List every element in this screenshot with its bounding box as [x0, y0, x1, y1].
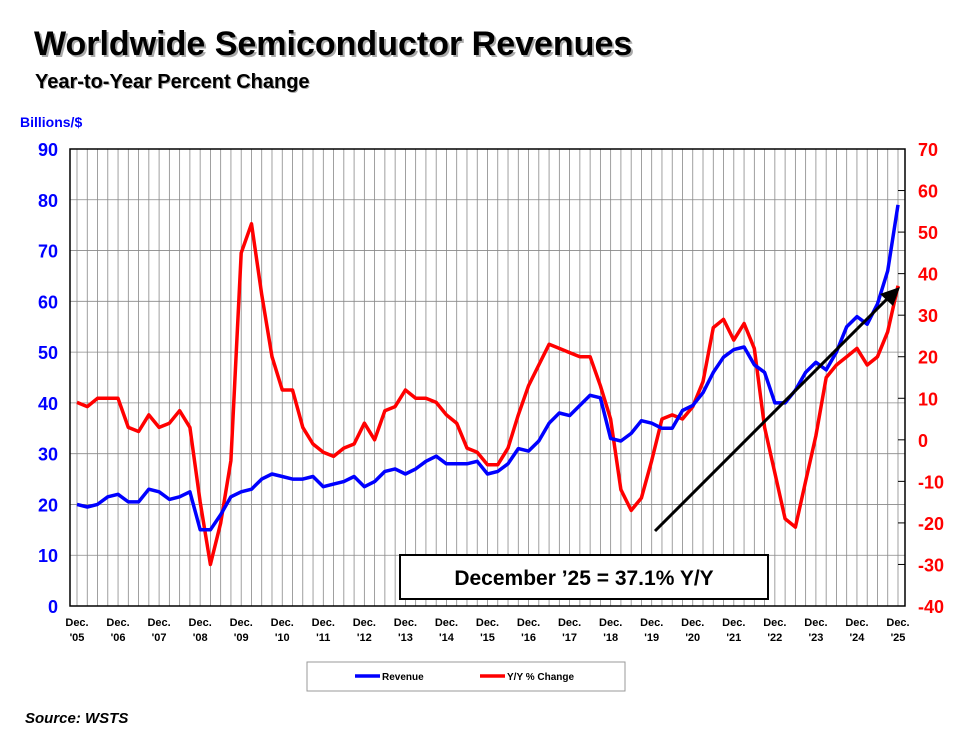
x-tick-label: Dec. '20	[681, 617, 704, 644]
y-tick-label: 50	[38, 343, 58, 363]
y-axis-label: Billions/$	[20, 114, 82, 130]
x-tick-label: Dec. '24	[845, 617, 868, 644]
y-tick-label: 60	[38, 292, 58, 312]
series-line	[76, 204, 900, 532]
series-line	[76, 222, 900, 567]
x-tick-label: Dec. '08	[189, 617, 212, 644]
source: Source: WSTS	[25, 710, 128, 727]
chart-subtitle: Year-to-Year Percent Change	[35, 71, 310, 93]
x-tick-label: Dec. '16	[517, 617, 540, 644]
y2-tick-label: -30	[918, 555, 944, 575]
x-tick-label: Dec. '07	[147, 617, 170, 644]
y2-tick-label: -20	[918, 514, 944, 534]
x-tick-label: Dec. '22	[763, 617, 786, 644]
chart-title: Worldwide Semiconductor Revenues	[34, 25, 632, 63]
y2-tick-label: 50	[918, 223, 938, 243]
subtitle-shadow: Year-to-Year Percent Change	[36, 72, 311, 94]
x-tick-label: Dec. '11	[312, 617, 335, 644]
y-tick-label: 90	[38, 140, 58, 160]
annotation-box	[399, 554, 769, 600]
plot-frame	[69, 148, 906, 607]
y2-tick-label: 10	[918, 389, 938, 409]
y-tick-label: 30	[38, 445, 58, 465]
x-tick-label: Dec. '14	[435, 617, 458, 644]
y2-tick-label: 20	[918, 348, 938, 368]
trend-arrow	[653, 287, 900, 533]
x-tick-label: Dec. '12	[353, 617, 376, 644]
x-tick-label: Dec. '05	[65, 617, 88, 644]
title-shadow: Worldwide Semiconductor Revenues	[36, 27, 634, 65]
y2-tick-label: 0	[918, 431, 928, 451]
annotation: December ’25 = 37.1% Y/Y	[454, 567, 713, 590]
x-tick-label: Dec. '17	[558, 617, 581, 644]
x-tick-label: Dec. '06	[106, 617, 129, 644]
y-tick-label: 0	[48, 597, 58, 617]
y2-tick-label: 70	[918, 140, 938, 160]
y2-tick-label: -10	[918, 472, 944, 492]
y2-tick-label: 60	[918, 182, 938, 202]
x-tick-label: Dec. '25	[886, 617, 909, 644]
y2-tick-label: 40	[918, 265, 938, 285]
x-tick-label: Dec. '13	[394, 617, 417, 644]
y-tick-label: 10	[38, 546, 58, 566]
x-tick-label: Dec. '09	[230, 617, 253, 644]
y-tick-label: 40	[38, 394, 58, 414]
legend-label: Y/Y % Change	[507, 672, 574, 683]
y-tick-label: 20	[38, 495, 58, 515]
x-tick-label: Dec. '10	[271, 617, 294, 644]
x-tick-label: Dec. '19	[640, 617, 663, 644]
legend-box	[306, 661, 626, 692]
y-tick-label: 80	[38, 191, 58, 211]
x-tick-label: Dec. '21	[722, 617, 745, 644]
y-tick-label: 70	[38, 242, 58, 262]
y2-tick-label: 30	[918, 306, 938, 326]
x-tick-label: Dec. '15	[476, 617, 499, 644]
x-tick-label: Dec. '23	[804, 617, 827, 644]
y2-tick-label: -40	[918, 597, 944, 617]
x-tick-label: Dec. '18	[599, 617, 622, 644]
legend-label: Revenue	[382, 672, 424, 683]
